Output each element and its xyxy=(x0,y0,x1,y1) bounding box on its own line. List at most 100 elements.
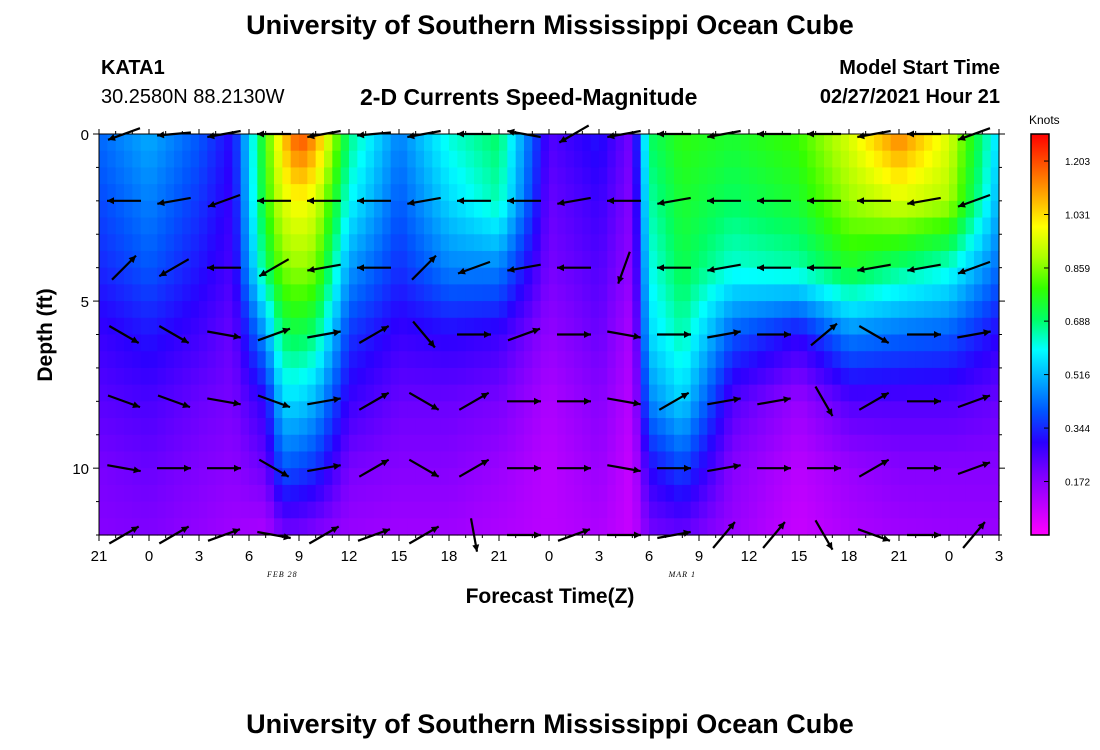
heatmap-cell xyxy=(665,334,675,352)
heatmap-cell xyxy=(599,301,608,319)
heatmap-cell xyxy=(924,267,933,285)
y-tick-label: 10 xyxy=(72,461,89,478)
heatmap-cell xyxy=(524,284,533,302)
heatmap-cell xyxy=(865,418,875,436)
heatmap-cell xyxy=(449,250,458,269)
heatmap-cell xyxy=(849,334,858,352)
heatmap-cell xyxy=(274,518,283,536)
heatmap-cell xyxy=(965,200,975,219)
heatmap-cell xyxy=(457,200,467,219)
heatmap-cell xyxy=(757,334,767,352)
heatmap-cell xyxy=(299,518,308,536)
current-vector xyxy=(458,391,490,411)
heatmap-cell xyxy=(165,401,175,419)
x-axis-label: Forecast Time(Z) xyxy=(465,585,635,608)
model-start-value: 02/27/2021 Hour 21 xyxy=(819,86,1000,108)
heatmap-cell xyxy=(124,484,133,503)
heatmap-cell xyxy=(507,468,517,486)
heatmap-cell xyxy=(907,518,917,536)
heatmap-cell xyxy=(607,184,617,202)
heatmap-cell xyxy=(407,434,417,453)
heatmap-cell xyxy=(782,167,792,185)
heatmap-cell xyxy=(115,250,125,269)
heatmap-cell xyxy=(890,217,900,235)
heatmap-cell xyxy=(257,217,267,235)
heatmap-cell xyxy=(215,167,225,185)
heatmap-cell xyxy=(157,518,167,536)
heatmap-cell xyxy=(957,367,967,386)
heatmap-cell xyxy=(132,267,142,285)
heatmap-cell xyxy=(290,284,300,302)
heatmap-cell xyxy=(549,351,558,369)
heatmap-cell xyxy=(240,200,250,219)
heatmap-cell xyxy=(849,501,858,519)
heatmap-cell xyxy=(474,484,483,503)
heatmap-cell xyxy=(815,134,825,152)
heatmap-cell xyxy=(957,250,967,269)
heatmap-cell xyxy=(649,501,658,519)
heatmap-cell xyxy=(932,200,942,219)
heatmap-cell xyxy=(432,200,442,219)
heatmap-cell xyxy=(374,217,383,235)
heatmap-cell xyxy=(240,367,250,386)
heatmap-cell xyxy=(982,200,992,219)
heatmap-cell xyxy=(707,401,717,419)
heatmap-cell xyxy=(940,484,950,503)
heatmap-cell xyxy=(274,501,283,519)
heatmap-cell xyxy=(790,418,800,436)
heatmap-cell xyxy=(132,367,142,386)
heatmap-cell xyxy=(849,484,858,503)
heatmap-cell xyxy=(349,217,358,235)
heatmap-cell xyxy=(374,451,383,469)
heatmap-cell xyxy=(982,301,992,319)
heatmap-cell xyxy=(632,134,642,152)
heatmap-cell xyxy=(190,434,200,453)
heatmap-cell xyxy=(299,234,308,252)
heatmap-cell xyxy=(399,501,408,519)
heatmap-cell xyxy=(199,334,208,352)
heatmap-cell xyxy=(657,468,667,486)
heatmap-cell xyxy=(624,167,633,185)
heatmap-cell xyxy=(690,234,700,252)
heatmap-cell xyxy=(440,234,450,252)
heatmap-cell xyxy=(907,451,917,469)
current-vector xyxy=(957,329,991,339)
current-vector xyxy=(358,458,390,478)
heatmap-cell xyxy=(957,301,967,319)
heatmap-cell xyxy=(315,484,325,503)
heatmap-cell xyxy=(824,384,833,402)
heatmap-cell xyxy=(349,384,358,402)
heatmap-cell xyxy=(615,184,625,202)
heatmap-cell xyxy=(765,501,775,519)
heatmap-cell xyxy=(624,484,633,503)
heatmap-cell xyxy=(790,384,800,402)
heatmap-cell xyxy=(957,200,967,219)
heatmap-cell xyxy=(732,518,742,536)
heatmap-cell xyxy=(874,267,883,285)
heatmap-cell xyxy=(907,484,917,503)
heatmap-cell xyxy=(599,284,608,302)
heatmap-cell xyxy=(390,217,400,235)
heatmap-cell xyxy=(324,284,333,302)
heatmap-cell xyxy=(174,284,183,302)
heatmap-cell xyxy=(790,317,800,336)
heatmap-cell xyxy=(457,267,467,285)
heatmap-cell xyxy=(490,134,500,152)
heatmap-cell xyxy=(807,384,817,402)
heatmap-cell xyxy=(499,284,508,302)
heatmap-cell xyxy=(399,401,408,419)
heatmap-cell xyxy=(899,184,908,202)
heatmap-cell xyxy=(190,401,200,419)
heatmap-cell xyxy=(374,434,383,453)
heatmap-cell xyxy=(232,284,242,302)
heatmap-cell xyxy=(465,217,475,235)
heatmap-cell xyxy=(549,234,558,252)
current-vector xyxy=(557,464,591,472)
heatmap-cell xyxy=(282,401,292,419)
heatmap-cell xyxy=(807,200,817,219)
heatmap-cell xyxy=(124,167,133,185)
heatmap-cell xyxy=(657,418,667,436)
heatmap-cell xyxy=(565,301,575,319)
current-vector xyxy=(411,254,437,281)
heatmap-cell xyxy=(149,234,158,252)
